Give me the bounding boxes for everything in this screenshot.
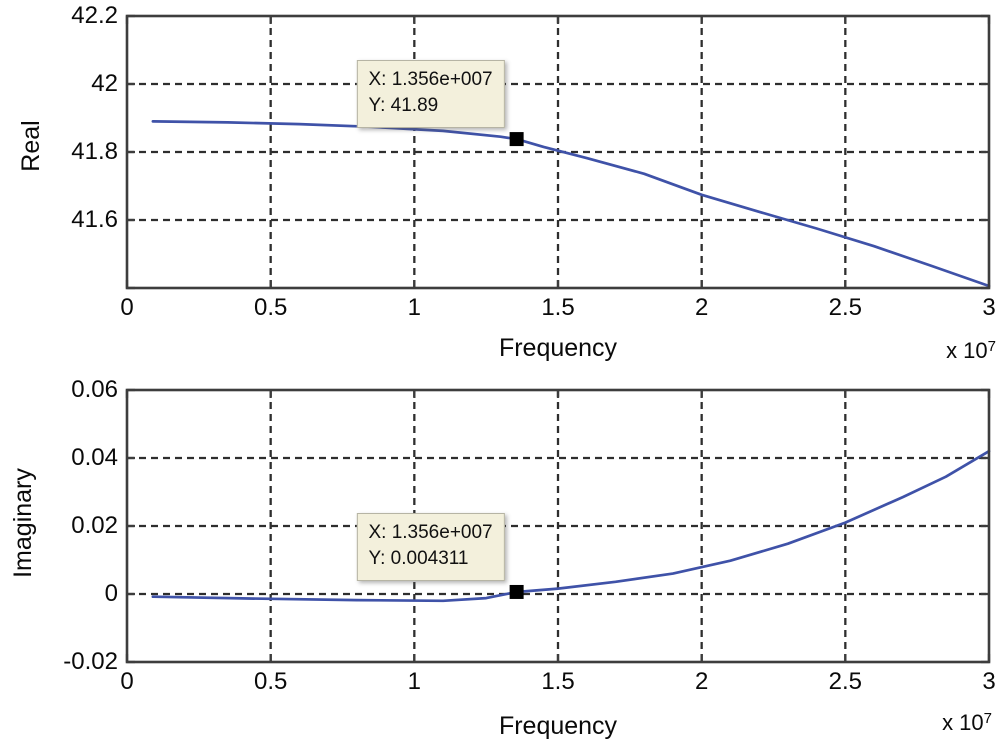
y-tick-label: 0.06 [71,376,118,403]
y-tick-label: 42.2 [71,2,118,29]
x-tick-label: 1 [407,294,421,321]
data-curve [151,449,991,603]
y-tick-label: 0 [104,580,118,607]
x-axis-label-frequency-bottom: Frequency [498,712,618,740]
x-tick-label: 1.5 [541,668,575,695]
y-tick-label: 42 [91,70,118,97]
x-tick-label: 0.5 [253,294,288,321]
datatip-imaginary[interactable]: X: 1.356e+007 Y: 0.004311 [356,512,505,581]
data-curve [151,120,991,288]
x-axis-scale-multiplier-top: x 107 [946,338,996,364]
scale-exponent: 7 [983,710,992,727]
scale-prefix: x 10 [942,710,984,735]
y-tick-label: 41.8 [71,138,118,165]
datatip-marker[interactable] [509,584,524,599]
x-tick-label: 0.5 [253,668,288,695]
x-tick-label: 0 [120,668,134,695]
x-tick-label: 1 [407,668,421,695]
datatip-y-line: Y: 0.004311 [368,547,469,569]
y-tick-label: 41.6 [71,206,118,233]
datatip-x-line: X: 1.356e+007 [368,521,493,543]
datatip-y-line: Y: 41.89 [368,95,439,117]
datatip-x-line: X: 1.356e+007 [368,69,493,91]
x-axis-scale-multiplier-bottom: x 107 [942,710,992,736]
x-tick-label: 2.5 [828,668,863,695]
x-tick-label: 2 [694,294,709,321]
x-tick-label: 1.5 [541,294,575,321]
x-tick-label: 2 [694,668,709,695]
datatip-real[interactable]: X: 1.356e+007 Y: 41.89 [356,60,505,129]
datatip-marker[interactable] [509,132,524,147]
y-tick-label: 0.04 [71,444,118,471]
x-tick-label: 2.5 [828,294,863,321]
scale-prefix: x 10 [946,338,988,363]
y-tick-label: -0.02 [63,648,118,675]
scale-exponent: 7 [987,338,996,355]
y-tick-label: 0.02 [71,512,118,539]
x-axis-label-frequency-top: Frequency [498,334,618,362]
x-tick-label: 3 [982,294,996,321]
x-tick-label: 3 [982,668,996,695]
x-tick-label: 0 [120,294,134,321]
